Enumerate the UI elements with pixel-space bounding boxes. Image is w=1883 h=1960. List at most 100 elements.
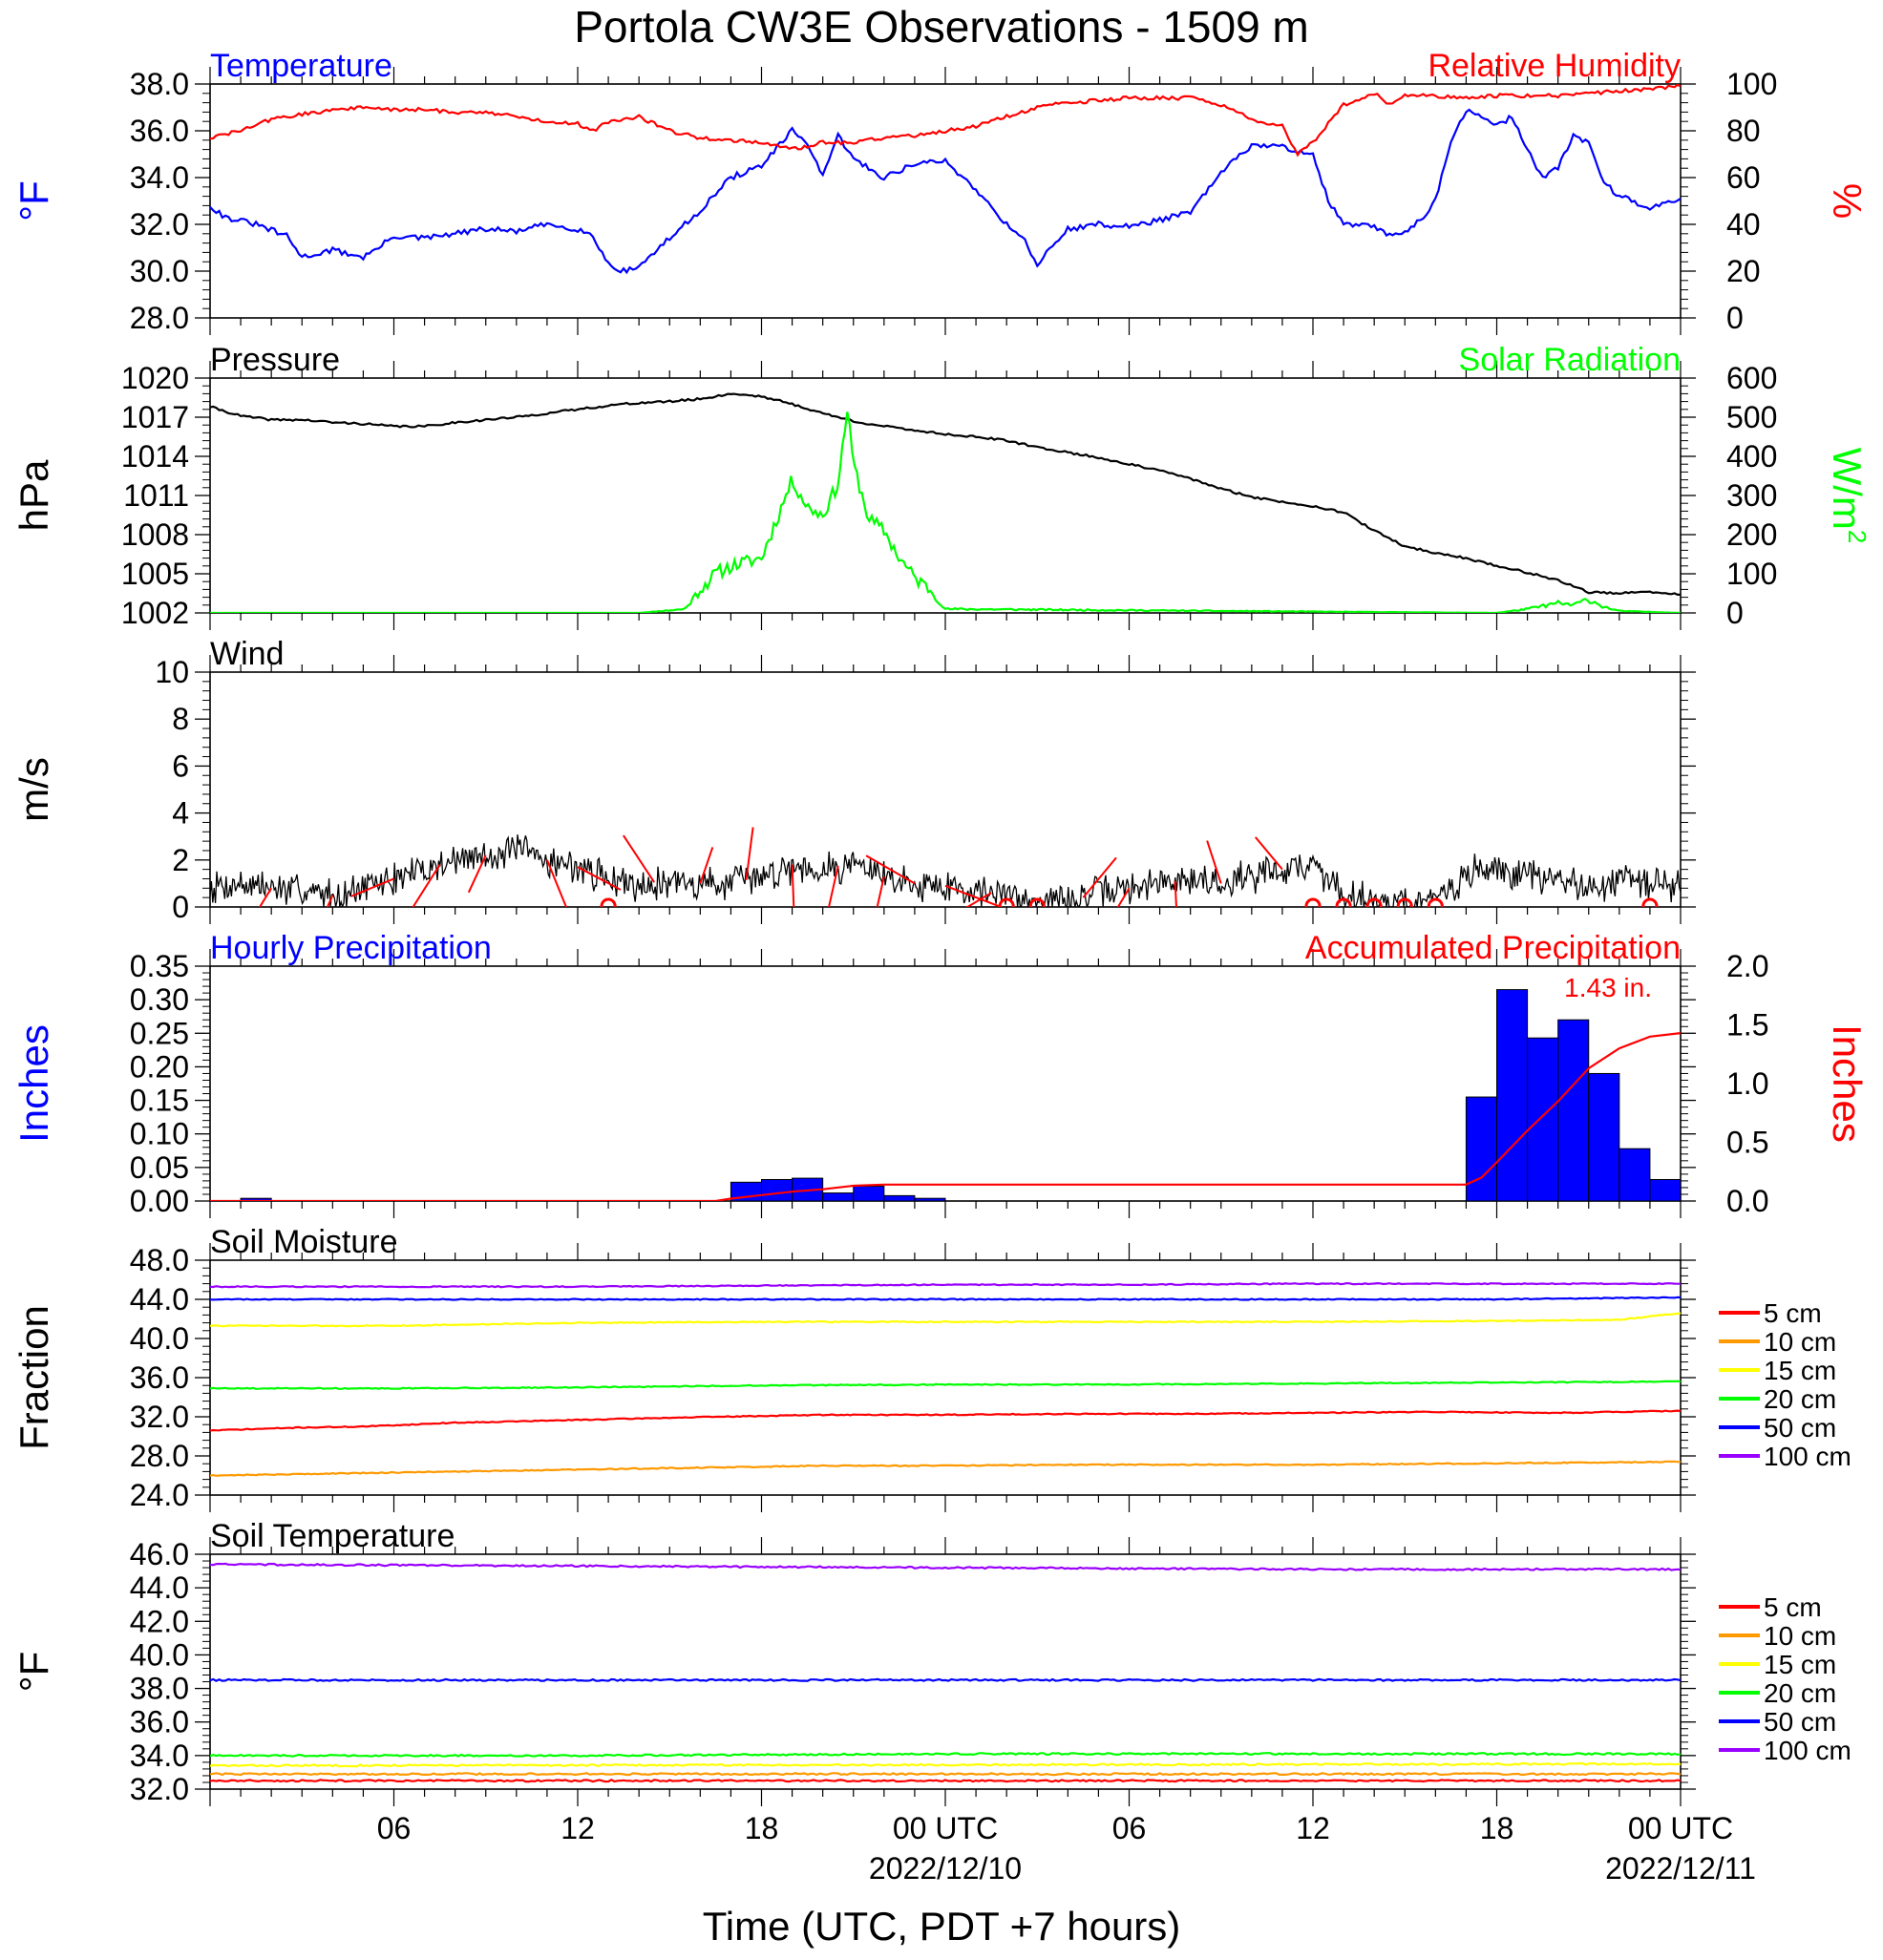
plot-area <box>210 84 1681 275</box>
y-right-axis-label: Inches <box>1825 1024 1870 1143</box>
precip-bar <box>1465 1096 1497 1201</box>
wind-barb <box>326 895 334 907</box>
y-tick-label: 1014 <box>121 439 189 474</box>
precip-bar <box>883 1194 916 1201</box>
panel-title-left: Wind <box>210 636 284 672</box>
wind-calm-marker <box>1304 897 1322 907</box>
series-line-15-cm <box>210 1761 1681 1768</box>
y-tick-label: 38.0 <box>130 67 189 101</box>
precip-bar <box>1649 1179 1681 1201</box>
y-tick-label: 32.0 <box>130 1772 189 1806</box>
panel-title-left: Soil Moisture <box>210 1224 398 1260</box>
y-tick-label: 2 <box>172 843 189 877</box>
legend-label: 20 cm <box>1764 1384 1836 1414</box>
y-tick-label: 6 <box>172 748 189 783</box>
y-tick-label: 1005 <box>121 557 189 591</box>
wind-barb <box>467 854 487 894</box>
series-line-100-cm <box>210 1562 1681 1571</box>
panel-frame <box>209 83 1682 319</box>
y-tick-label: 1011 <box>123 478 189 513</box>
panel-title-right: Accumulated Precipitation <box>1305 930 1681 966</box>
wind-barb <box>350 877 394 897</box>
plot-area <box>210 989 1681 1201</box>
y-right-tick-label: 300 <box>1726 478 1777 513</box>
y-tick-label: 0 <box>172 890 189 924</box>
x-tick-label: 12 <box>1296 1811 1330 1845</box>
y-tick-label: 44.0 <box>130 1570 189 1605</box>
y-axis-label: Inches <box>11 1024 56 1143</box>
series-line-50-cm <box>210 1296 1681 1301</box>
y-tick-label: 0.00 <box>130 1184 189 1218</box>
y-tick-label: 0.30 <box>130 982 189 1017</box>
panel-title-left: Temperature <box>210 48 392 84</box>
series-line-20-cm <box>210 1380 1681 1390</box>
y-right-tick-label: 600 <box>1726 361 1777 395</box>
y-right-tick-label: 0 <box>1726 596 1744 630</box>
panel-frame <box>209 965 1682 1202</box>
legend-label: 20 cm <box>1764 1678 1836 1708</box>
panel-soil-temperature: 32.034.036.038.040.042.044.046.0 °F Soil T… <box>11 1518 1851 1806</box>
precip-bar <box>1557 1019 1590 1201</box>
y-tick-label: 1002 <box>121 596 189 630</box>
plot-area <box>210 1562 1681 1783</box>
wind-barb <box>1174 880 1177 907</box>
wind-calm-marker <box>600 897 617 907</box>
wind-barb <box>1116 887 1131 907</box>
y-tick-label: 1008 <box>121 517 189 552</box>
y-tick-label: 10 <box>155 655 189 689</box>
y-tick-label: 32.0 <box>130 1400 189 1434</box>
wind-calm-marker <box>1028 897 1046 907</box>
legend-label: 15 cm <box>1764 1650 1836 1679</box>
series-line-wind <box>210 834 1681 907</box>
x-tick-label: 18 <box>745 1811 779 1845</box>
plot-area <box>210 1281 1681 1477</box>
y-right-axis-label: % <box>1825 183 1870 219</box>
precip-bar <box>1527 1037 1559 1201</box>
accumulated-total-label: 1.43 in. <box>1564 973 1652 1002</box>
y-tick-label: 36.0 <box>130 1705 189 1739</box>
y-right-tick-label: 20 <box>1726 254 1761 288</box>
wind-calm-marker <box>1396 897 1413 907</box>
series-line-solar-radiation <box>210 411 1681 613</box>
wind-barb <box>577 866 622 891</box>
wind-barb <box>1254 836 1283 871</box>
x-date-label: 2022/12/11 <box>1605 1851 1756 1886</box>
wind-barb <box>944 884 1003 907</box>
panel-wind: 0 2 4 6 8 10 m/s Wind <box>11 636 1696 924</box>
wind-barb <box>1206 840 1222 884</box>
panel-title-right: Solar Radiation <box>1459 342 1681 378</box>
legend-label: 15 cm <box>1764 1356 1836 1385</box>
series-line-5-cm <box>210 1409 1681 1432</box>
y-right-tick-label: 100 <box>1726 557 1777 591</box>
y-right-axis-label-superscript: 2 <box>1843 530 1872 543</box>
y-tick-label: 28.0 <box>130 301 189 335</box>
legend-label: 50 cm <box>1764 1707 1836 1737</box>
y-right-tick-label: 60 <box>1726 160 1761 195</box>
precip-bar <box>853 1186 885 1201</box>
y-tick-label: 40.0 <box>130 1637 189 1672</box>
series-line-5-cm <box>210 1779 1681 1783</box>
legend-label: 10 cm <box>1764 1327 1836 1357</box>
wind-calm-marker <box>1641 897 1659 907</box>
y-tick-label: 0.20 <box>130 1049 189 1084</box>
wind-barb <box>545 859 568 907</box>
y-tick-label: 38.0 <box>130 1672 189 1706</box>
y-tick-label: 44.0 <box>130 1282 189 1317</box>
x-tick-label: 06 <box>377 1811 412 1845</box>
x-tick-label: 00 UTC <box>893 1811 998 1845</box>
series-line-50-cm <box>210 1677 1681 1682</box>
y-right-tick-label: 400 <box>1726 439 1777 474</box>
wind-calm-marker <box>1427 897 1444 907</box>
y-tick-label: 42.0 <box>130 1604 189 1638</box>
y-axis-label: hPa <box>11 459 56 531</box>
x-tick-label: 06 <box>1112 1811 1147 1845</box>
y-right-tick-label: 80 <box>1726 114 1761 148</box>
y-tick-label: 48.0 <box>130 1243 189 1277</box>
y-right-tick-label: 1.0 <box>1726 1066 1768 1101</box>
y-right-tick-label: 500 <box>1726 400 1777 434</box>
panel-pressure-solar: 1002 1005 1008 1011 1014 1017 1020 0 100 200 300 40… <box>11 342 1872 630</box>
series-line-10-cm <box>210 1460 1681 1477</box>
y-tick-label: 4 <box>172 796 189 831</box>
figure-title: Portola CW3E Observations - 1509 m <box>574 2 1309 52</box>
